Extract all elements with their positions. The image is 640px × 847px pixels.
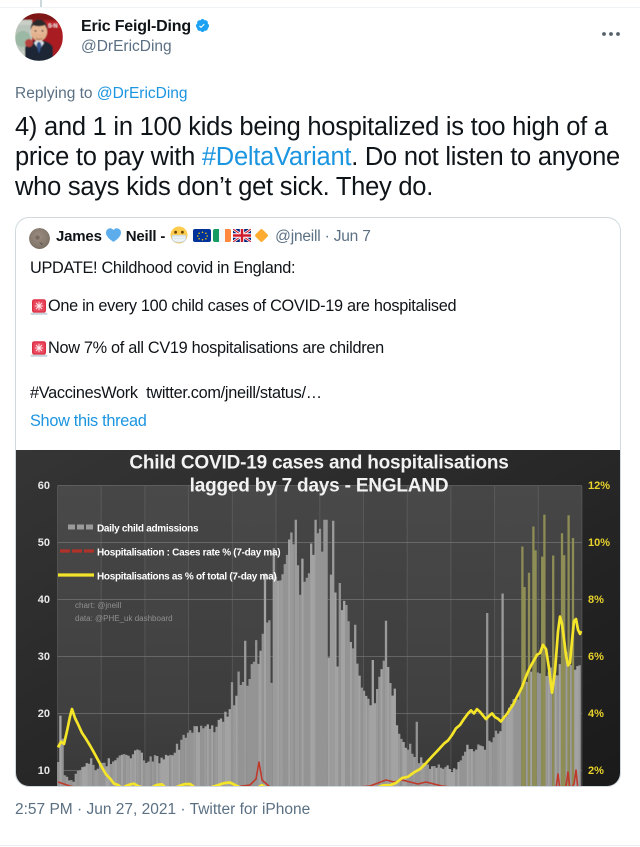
svg-text:data: @PHE_uk dashboard: data: @PHE_uk dashboard xyxy=(75,614,173,623)
svg-text:Daily child admissions: Daily child admissions xyxy=(97,524,199,535)
svg-text:12%: 12% xyxy=(588,480,610,492)
svg-text:lagged by 7 days - ENGLAND: lagged by 7 days - ENGLAND xyxy=(190,476,449,497)
svg-text:6%: 6% xyxy=(588,651,604,663)
svg-text:Child COVID-19 cases and hospi: Child COVID-19 cases and hospitalisation… xyxy=(129,453,508,474)
svg-text:60: 60 xyxy=(38,480,50,492)
svg-text:20: 20 xyxy=(38,708,50,720)
svg-text:10: 10 xyxy=(38,765,50,777)
svg-text:2%: 2% xyxy=(588,765,604,777)
svg-text:50: 50 xyxy=(38,537,50,549)
svg-text:10%: 10% xyxy=(588,537,610,549)
svg-text:chart: @jneill: chart: @jneill xyxy=(75,601,122,610)
svg-text:4%: 4% xyxy=(588,708,604,720)
svg-text:S·N: S·N xyxy=(48,24,58,30)
svg-text:Hospitalisations as % of total: Hospitalisations as % of total (7-day ma… xyxy=(97,572,276,583)
svg-text:8%: 8% xyxy=(588,594,604,606)
svg-text:30: 30 xyxy=(38,651,50,663)
svg-text:40: 40 xyxy=(38,594,50,606)
svg-text:Hospitalisation : Cases rate %: Hospitalisation : Cases rate % (7-day ma… xyxy=(97,548,280,559)
